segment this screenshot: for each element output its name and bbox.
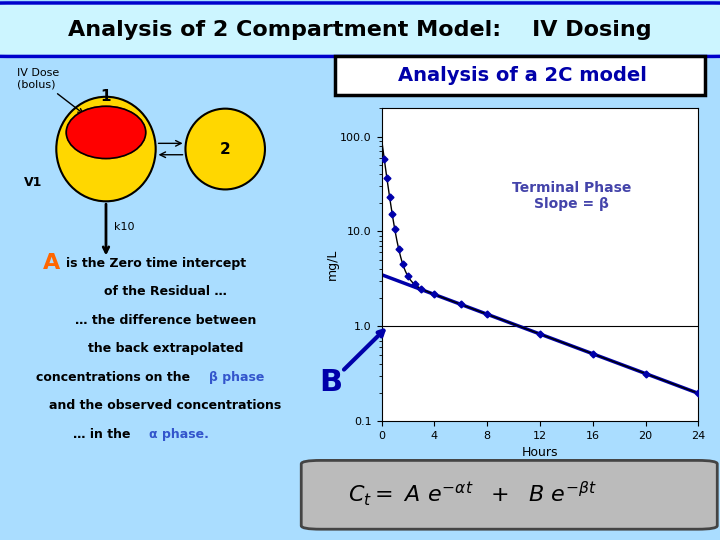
Text: B: B [320, 368, 343, 396]
X-axis label: Hours: Hours [522, 447, 558, 460]
Text: α phase.: α phase. [149, 428, 209, 441]
Text: 1: 1 [101, 89, 111, 104]
Text: Terminal Phase
Slope = β: Terminal Phase Slope = β [512, 180, 631, 211]
Text: Analysis of 2 Compartment Model:    IV Dosing: Analysis of 2 Compartment Model: IV Dosi… [68, 19, 652, 40]
FancyBboxPatch shape [335, 56, 705, 95]
Text: is the Zero time intercept: is the Zero time intercept [66, 256, 246, 269]
Text: Analysis of a 2C model: Analysis of a 2C model [397, 66, 647, 85]
FancyBboxPatch shape [0, 3, 720, 56]
Text: concentrations on the: concentrations on the [37, 370, 191, 383]
Text: and the observed concentrations: and the observed concentrations [50, 399, 282, 412]
Text: β phase: β phase [209, 370, 264, 383]
Text: 2: 2 [220, 141, 230, 157]
FancyBboxPatch shape [301, 461, 717, 529]
Text: of the Residual …: of the Residual … [104, 285, 227, 298]
Text: V1: V1 [24, 176, 42, 189]
Text: $C_t = \ A\ e^{-\alpha t}\ \ +\ \ B\ e^{-\beta t}$: $C_t = \ A\ e^{-\alpha t}\ \ +\ \ B\ e^{… [348, 480, 597, 509]
Ellipse shape [186, 109, 265, 190]
Text: … in the: … in the [73, 428, 130, 441]
Ellipse shape [66, 106, 145, 159]
Y-axis label: mg/L: mg/L [326, 249, 339, 280]
Text: IV Dose
(bolus): IV Dose (bolus) [17, 68, 83, 113]
Text: the back extrapolated: the back extrapolated [88, 342, 243, 355]
Ellipse shape [56, 97, 156, 201]
Text: … the difference between: … the difference between [75, 314, 256, 327]
Text: k10: k10 [114, 222, 135, 232]
Text: A: A [43, 253, 60, 273]
